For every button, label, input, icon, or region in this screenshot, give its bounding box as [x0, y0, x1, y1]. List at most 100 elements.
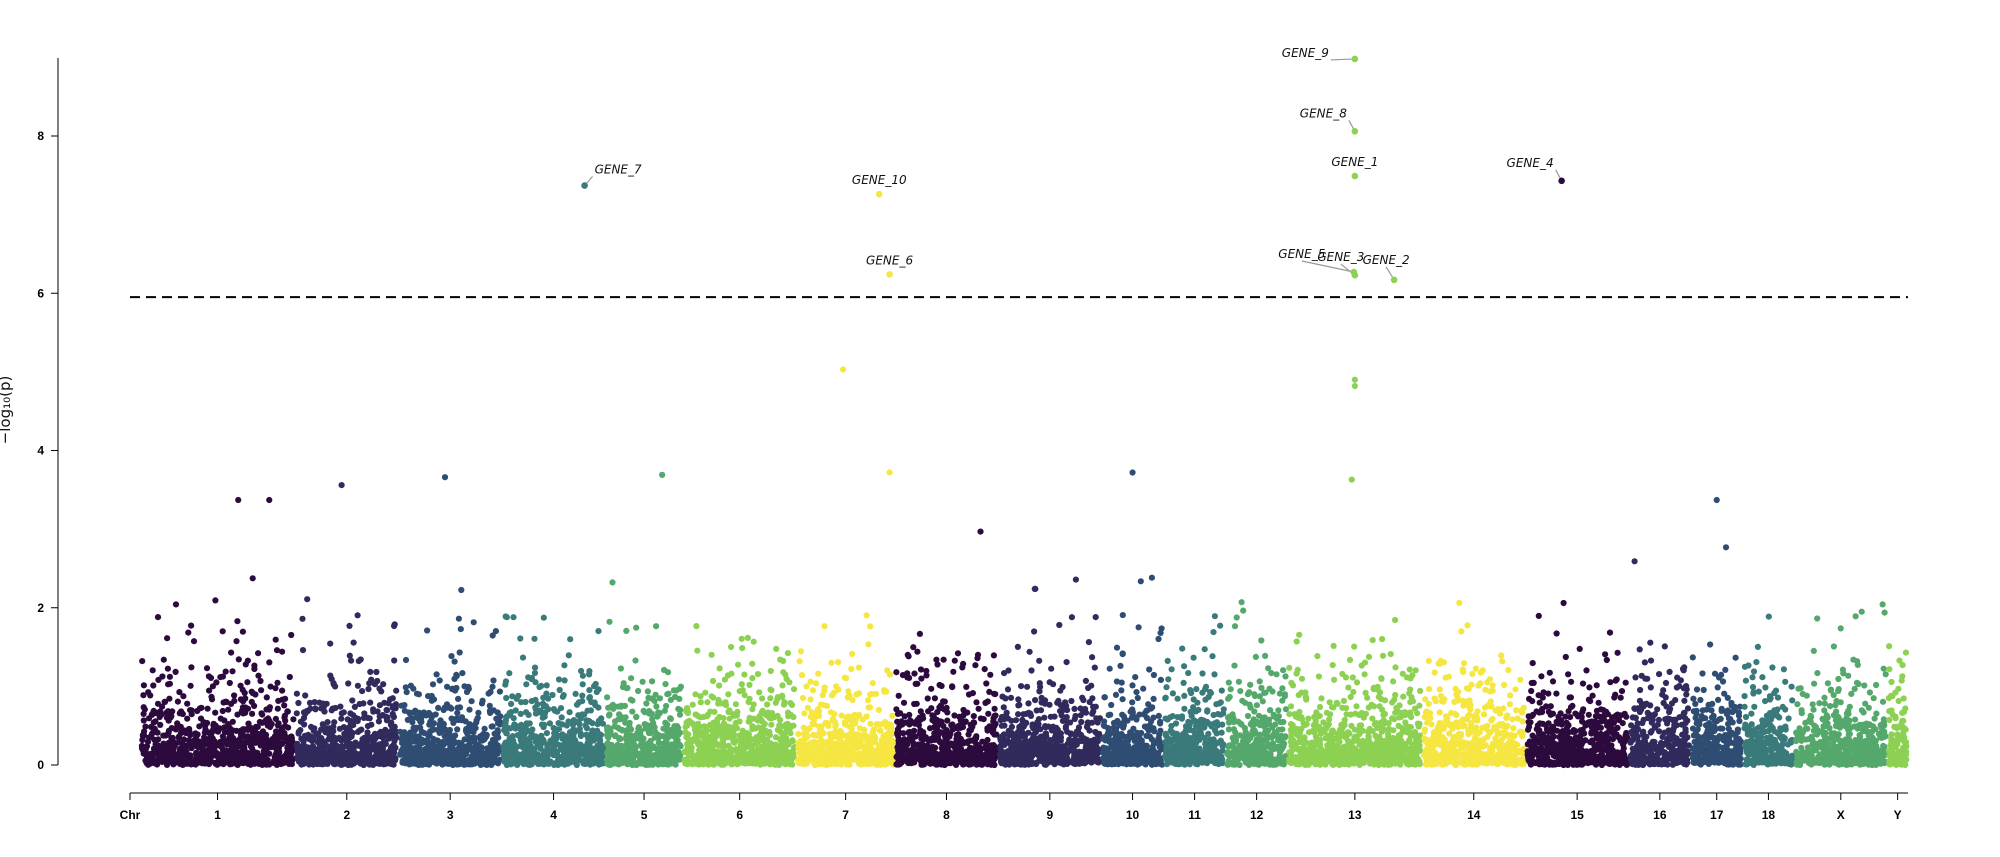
data-point: [899, 672, 907, 679]
data-point: [646, 724, 653, 731]
data-point: [220, 699, 227, 706]
data-point: [750, 638, 757, 645]
data-point: [517, 710, 524, 718]
data-point: [180, 761, 187, 768]
data-point: [489, 632, 496, 639]
data-point: [246, 734, 253, 741]
data-point: [141, 732, 148, 739]
data-point: [237, 696, 244, 703]
data-point: [404, 731, 411, 738]
data-point: [788, 701, 796, 709]
data-point: [249, 690, 256, 697]
data-point: [294, 740, 301, 747]
data-point: [316, 699, 323, 706]
data-point: [1056, 621, 1063, 629]
data-point: [949, 684, 956, 691]
data-point: [970, 719, 977, 726]
data-point: [743, 737, 750, 744]
data-point: [623, 736, 630, 743]
data-point: [863, 612, 870, 619]
data-point: [157, 721, 164, 729]
data-point: [704, 699, 711, 706]
data-point: [359, 688, 366, 695]
data-point: [636, 760, 644, 767]
data-point: [251, 760, 258, 767]
data-point: [721, 676, 729, 683]
data-point: [188, 622, 195, 629]
data-point: [920, 750, 928, 757]
data-point: [716, 665, 723, 672]
data-point: [954, 749, 961, 756]
data-point: [178, 708, 185, 715]
data-point: [222, 751, 229, 758]
data-point: [274, 679, 281, 686]
data-point: [259, 756, 266, 763]
data-point: [147, 754, 154, 761]
data-point: [545, 695, 552, 702]
data-point: [233, 638, 240, 645]
data-point: [319, 740, 326, 747]
data-point: [173, 751, 180, 758]
data-point: [453, 751, 461, 758]
data-point: [746, 681, 753, 689]
data-point: [758, 727, 766, 734]
data-point: [225, 721, 232, 728]
data-point: [164, 635, 171, 642]
data-point: [732, 701, 740, 708]
data-point: [447, 740, 454, 748]
data-point: [880, 758, 888, 765]
data-point: [749, 675, 756, 682]
data-point: [511, 741, 518, 748]
data-point: [824, 720, 831, 727]
data-point: [567, 636, 574, 643]
data-point: [211, 748, 218, 755]
data-point: [915, 748, 922, 755]
data-point: [198, 704, 205, 711]
data-point: [547, 738, 555, 745]
data-point: [227, 727, 234, 735]
data-point: [570, 726, 577, 733]
data-point: [950, 668, 957, 675]
data-point: [795, 730, 802, 738]
data-point: [550, 725, 557, 732]
data-point: [927, 725, 934, 732]
data-point: [249, 575, 256, 582]
data-point: [980, 716, 987, 723]
data-point: [931, 695, 939, 702]
data-point: [821, 754, 829, 762]
data-point: [244, 679, 251, 686]
data-point: [333, 748, 340, 755]
data-point: [759, 758, 766, 765]
data-point: [645, 758, 652, 765]
data-point: [977, 528, 984, 535]
data-point: [561, 677, 568, 684]
data-point: [204, 705, 211, 712]
data-point: [248, 725, 256, 732]
data-point: [538, 721, 546, 728]
data-point: [828, 692, 836, 699]
data-point: [245, 753, 252, 760]
data-point: [383, 706, 390, 714]
chr-5-points: [604, 579, 685, 769]
data-point: [584, 754, 592, 761]
data-point: [865, 641, 872, 648]
data-point: [591, 683, 598, 690]
data-point: [531, 635, 538, 642]
data-point: [606, 618, 613, 625]
data-point: [402, 684, 409, 691]
data-point: [696, 723, 703, 730]
data-point: [797, 648, 805, 655]
data-point: [549, 691, 556, 699]
data-point: [430, 720, 437, 727]
data-point: [730, 711, 737, 718]
data-point: [306, 750, 313, 757]
data-point: [755, 738, 762, 745]
data-point: [744, 634, 751, 642]
data-point: [784, 650, 792, 657]
data-point: [212, 709, 219, 716]
data-point: [354, 728, 362, 736]
data-point: [539, 714, 546, 721]
data-point: [263, 706, 270, 713]
data-point: [286, 673, 293, 681]
data-point: [670, 744, 677, 751]
